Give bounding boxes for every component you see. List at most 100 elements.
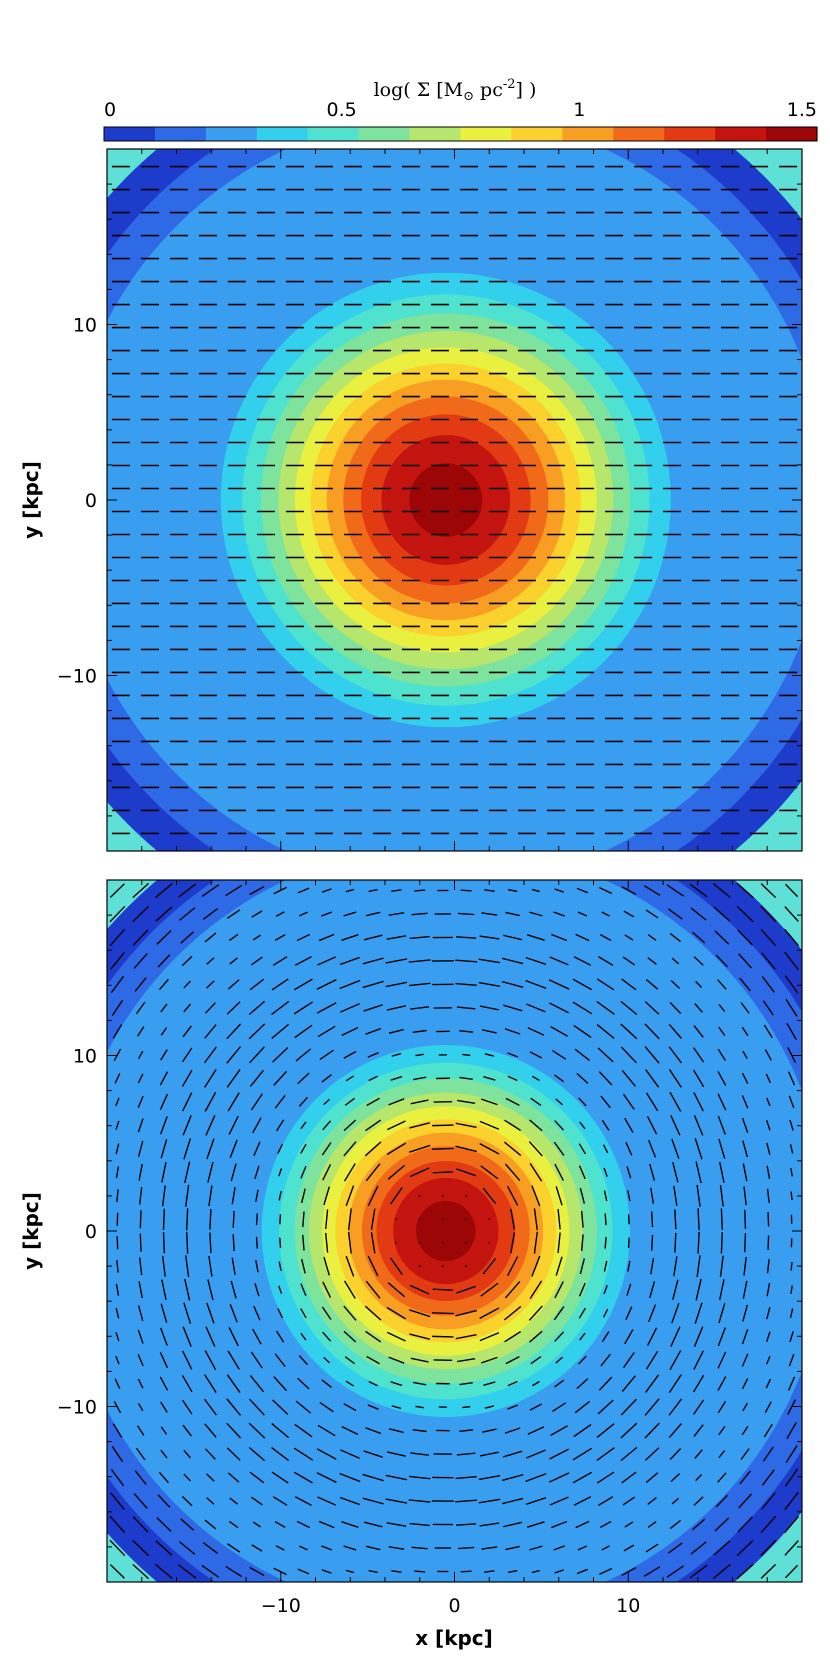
field-vector — [712, 883, 731, 899]
field-vector — [418, 1194, 421, 1197]
field-vector — [227, 1472, 240, 1483]
field-vector — [627, 1214, 630, 1225]
field-vector — [573, 1024, 592, 1038]
field-vector — [459, 1429, 474, 1432]
field-vector — [365, 1545, 381, 1551]
field-vector — [529, 1330, 543, 1343]
density-contour — [415, 1200, 476, 1262]
field-vector — [531, 1185, 541, 1207]
field-vector — [482, 1029, 497, 1034]
field-vector — [339, 1003, 360, 1013]
field-vector — [574, 1048, 591, 1062]
field-vector — [549, 1448, 570, 1460]
field-vector — [293, 1471, 313, 1484]
field-vector — [643, 885, 661, 896]
field-vector — [109, 1515, 126, 1534]
field-vector — [115, 1283, 120, 1296]
field-vector — [578, 1307, 587, 1319]
field-vector — [386, 1120, 406, 1131]
field-vector — [159, 1071, 169, 1086]
field-vector — [624, 1117, 634, 1133]
field-vector — [253, 1141, 261, 1157]
field-vector — [204, 1069, 217, 1088]
field-vector — [622, 956, 636, 966]
field-vector — [183, 1473, 191, 1482]
field-vector — [345, 888, 355, 893]
field-vector — [272, 1399, 289, 1415]
field-vector — [321, 1545, 333, 1551]
field-vector — [185, 1184, 190, 1207]
field-vector — [621, 1567, 637, 1576]
field-vector — [277, 1308, 284, 1319]
field-vector — [232, 1234, 235, 1252]
field-vector — [273, 886, 287, 895]
field-vector — [597, 1399, 614, 1415]
field-vector — [250, 1351, 263, 1369]
field-vector — [293, 978, 313, 991]
field-vector — [695, 1473, 703, 1482]
field-vector — [573, 1424, 592, 1438]
field-vector — [505, 1097, 520, 1107]
field-vector — [455, 1145, 477, 1153]
field-vector — [789, 1308, 794, 1318]
field-vector — [760, 1515, 777, 1534]
field-vector — [132, 1539, 150, 1557]
field-vector — [109, 883, 125, 898]
field-vector — [718, 1450, 726, 1459]
field-vector — [459, 1030, 474, 1033]
field-vector — [226, 1001, 241, 1015]
field-vector — [226, 1374, 241, 1393]
field-vector — [531, 1569, 540, 1574]
field-vector — [227, 1350, 240, 1370]
field-vector — [386, 1522, 407, 1527]
field-vector — [644, 1422, 660, 1439]
field-vector — [596, 1000, 615, 1015]
field-vector — [386, 935, 407, 940]
field-vector — [481, 1098, 498, 1106]
field-vector — [525, 1449, 546, 1459]
field-vector — [526, 934, 545, 941]
field-vector — [110, 1492, 125, 1510]
axis-ticks: −10 0 10 — [57, 148, 803, 852]
field-vector — [410, 1357, 429, 1363]
field-vector — [316, 1002, 337, 1014]
field-vector — [341, 1026, 359, 1037]
field-vector — [742, 1280, 748, 1299]
field-vector — [294, 1423, 313, 1438]
field-vector — [554, 1569, 564, 1574]
colorbar-segment — [104, 127, 156, 141]
field-vector — [295, 1048, 312, 1062]
field-vector — [249, 1471, 265, 1484]
field-vector — [254, 1282, 260, 1297]
field-vector — [738, 1493, 753, 1509]
field-vector — [113, 1400, 122, 1414]
field-vector — [505, 911, 521, 917]
y-tick-label: 10 — [73, 315, 97, 337]
field-vector — [455, 1499, 478, 1503]
field-vector — [204, 1091, 217, 1112]
field-vector — [553, 1306, 565, 1321]
field-vector — [668, 1068, 682, 1088]
field-vector — [387, 1282, 406, 1298]
field-vector — [622, 1093, 635, 1110]
field-vector — [206, 1473, 215, 1482]
field-vector — [647, 957, 657, 965]
field-vector — [648, 1139, 657, 1158]
field-vector — [531, 888, 540, 893]
field-vector — [321, 1379, 332, 1389]
field-vector — [692, 1374, 705, 1393]
field-vector — [185, 1231, 189, 1254]
field-vector — [254, 1165, 260, 1180]
field-vector — [645, 1092, 659, 1112]
field-vector — [598, 1071, 613, 1086]
field-vector — [182, 1115, 192, 1136]
field-vector — [719, 1255, 724, 1277]
field-vector — [579, 1258, 586, 1275]
field-vector — [275, 911, 285, 917]
colorbar-segment — [562, 127, 614, 141]
field-vector — [209, 1209, 212, 1230]
field-vector — [669, 1519, 681, 1530]
field-vector — [533, 1208, 538, 1231]
field-vector — [719, 1185, 724, 1207]
field-vector — [645, 979, 659, 990]
